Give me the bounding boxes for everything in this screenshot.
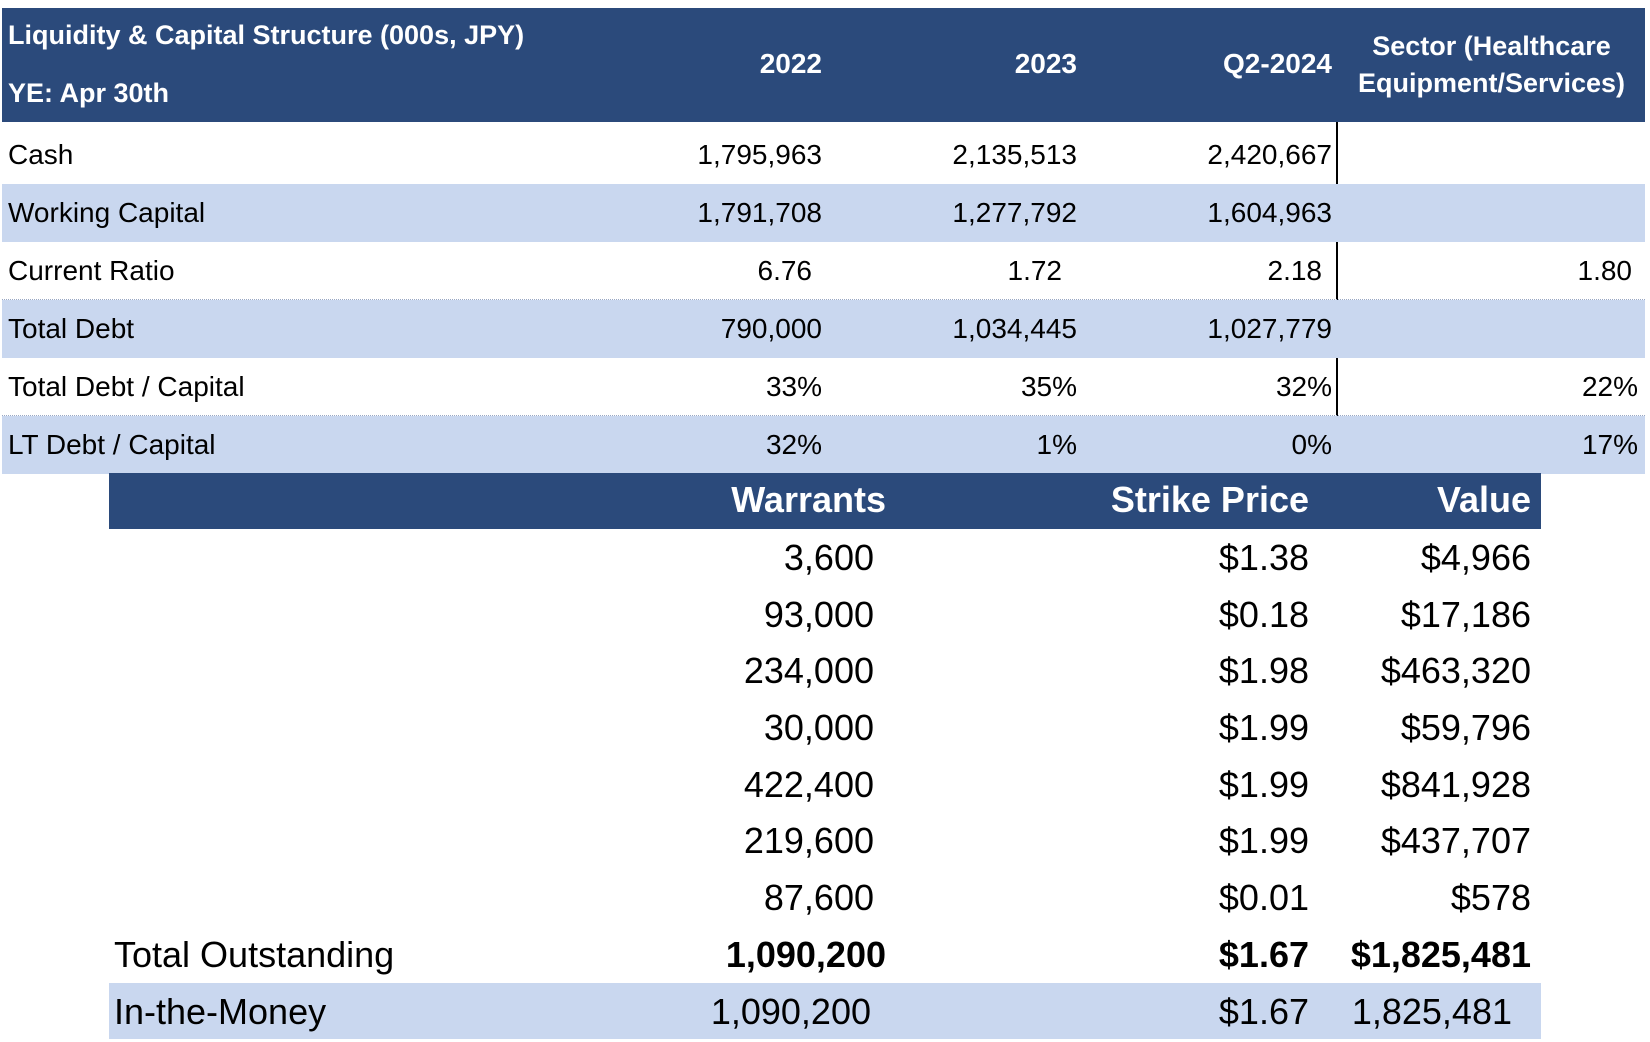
row-label: Current Ratio: [8, 255, 175, 286]
cell-2022: 6.76: [757, 255, 813, 286]
cell-sector: 22%: [1581, 371, 1638, 402]
cell-2023: 1,034,445: [952, 313, 1077, 344]
cell-warrants: 30,000: [763, 707, 874, 749]
cell-q2-2024: 1,604,963: [1207, 197, 1332, 228]
cell-value: $59,796: [1400, 707, 1531, 749]
row-separator: [2, 415, 1645, 416]
table-row: 93,000 $0.18 $17,186: [109, 586, 1541, 643]
row-label: LT Debt / Capital: [8, 429, 216, 460]
row-separator: [2, 299, 1645, 300]
cell-2023: 35%: [1020, 371, 1077, 402]
cell-sector: 17%: [1581, 429, 1638, 460]
cell-q2-2024: 2,420,667: [1207, 139, 1332, 170]
column-header-sector: Sector (Healthcare Equipment/Services): [1338, 28, 1645, 102]
fiscal-year-label: YE: Apr 30th: [8, 78, 170, 108]
liquidity-header: Liquidity & Capital Structure (000s, JPY…: [2, 8, 1645, 126]
cell-strike-price: $0.01: [1218, 877, 1309, 919]
cell-q2-2024: 1,027,779: [1207, 313, 1332, 344]
cell-strike-price: $0.18: [1218, 593, 1309, 635]
cell-warrants: 3,600: [783, 537, 874, 578]
table-row: Current Ratio 6.76 1.72 2.18 1.80: [2, 242, 1645, 300]
cell-2022: 32%: [765, 429, 822, 460]
column-header-q2-2024: Q2-2024: [1223, 48, 1332, 79]
cell-2023: 1,277,792: [952, 197, 1077, 228]
table-row: 422,400 $1.99 $841,928: [109, 756, 1541, 813]
table-row: 234,000 $1.98 $463,320: [109, 642, 1541, 699]
cell-value: $1,825,481: [1350, 933, 1531, 975]
table-row: 87,600 $0.01 $578: [109, 869, 1541, 926]
column-header-strike-price: Strike Price: [1110, 479, 1309, 520]
sector-label-line1: Sector (Healthcare: [1372, 31, 1611, 61]
header-notch: [2, 122, 572, 126]
liquidity-table: Liquidity & Capital Structure (000s, JPY…: [2, 8, 1645, 474]
cell-warrants: 422,400: [743, 763, 874, 805]
row-label: Total Outstanding: [114, 933, 395, 975]
cell-strike-price: $1.98: [1218, 650, 1309, 692]
cell-value: $17,186: [1400, 593, 1531, 635]
cell-strike-price: $1.38: [1218, 537, 1309, 578]
cell-strike-price: $1.67: [1218, 933, 1309, 975]
cell-warrants: 234,000: [743, 650, 874, 692]
row-label: Total Debt / Capital: [8, 371, 245, 402]
table-row: Working Capital 1,791,708 1,277,792 1,60…: [2, 184, 1645, 242]
table-row: Total Debt 790,000 1,034,445 1,027,779: [2, 300, 1645, 358]
row-label: Cash: [8, 139, 74, 170]
warrants-header: Warrants Strike Price Value: [109, 473, 1541, 529]
cell-value: $841,928: [1380, 763, 1531, 805]
cell-2022: 790,000: [720, 313, 822, 344]
row-label: Working Capital: [8, 197, 206, 228]
column-header-2023: 2023: [1014, 48, 1077, 79]
cell-q2-2024: 0%: [1291, 429, 1332, 460]
cell-strike-price: $1.99: [1218, 820, 1309, 862]
sector-label-line2: Equipment/Services): [1357, 68, 1626, 98]
column-header-warrants: Warrants: [731, 479, 886, 520]
warrants-table: Warrants Strike Price Value 3,600 $1.38 …: [109, 473, 1541, 1040]
cell-value: 1,825,481: [1351, 990, 1512, 1032]
cell-2023: 1%: [1036, 429, 1077, 460]
row-label: In-the-Money: [114, 990, 327, 1032]
cell-strike-price: $1.99: [1218, 763, 1309, 805]
table-row: Total Debt / Capital 33% 35% 32% 22%: [2, 358, 1645, 416]
cell-warrants: 93,000: [763, 593, 874, 635]
cell-strike-price: $1.67: [1218, 990, 1309, 1032]
table-row: Cash 1,795,963 2,135,513 2,420,667: [2, 126, 1645, 184]
cell-2023: 2,135,513: [952, 139, 1077, 170]
row-label: Total Debt: [8, 313, 135, 344]
table-row: 30,000 $1.99 $59,796: [109, 699, 1541, 756]
cell-q2-2024: 2.18: [1267, 255, 1323, 286]
cell-q2-2024: 32%: [1275, 371, 1332, 402]
cell-2023: 1.72: [1007, 255, 1063, 286]
column-header-2022: 2022: [759, 48, 822, 79]
cell-value: $578: [1450, 877, 1531, 919]
cell-value: $463,320: [1380, 650, 1531, 692]
cell-value: $437,707: [1380, 820, 1531, 862]
table-row: 219,600 $1.99 $437,707: [109, 812, 1541, 869]
cell-2022: 33%: [765, 371, 822, 402]
cell-strike-price: $1.99: [1218, 707, 1309, 749]
cell-2022: 1,795,963: [697, 139, 822, 170]
cell-warrants: 87,600: [763, 877, 874, 919]
total-outstanding-row: Total Outstanding 1,090,200 $1.67 $1,825…: [109, 926, 1541, 983]
cell-sector: 1.80: [1577, 255, 1633, 286]
column-header-value: Value: [1436, 479, 1531, 520]
cell-2022: 1,791,708: [697, 197, 822, 228]
cell-warrants: 219,600: [743, 820, 874, 862]
liquidity-title: Liquidity & Capital Structure (000s, JPY…: [8, 20, 525, 50]
cell-warrants: 1,090,200: [725, 933, 886, 975]
in-the-money-row: In-the-Money 1,090,200 $1.67 1,825,481: [109, 982, 1541, 1040]
table-row: 3,600 $1.38 $4,966: [109, 529, 1541, 586]
cell-value: $4,966: [1420, 537, 1531, 578]
cell-warrants: 1,090,200: [710, 990, 871, 1032]
table-row: LT Debt / Capital 32% 1% 0% 17%: [2, 416, 1645, 474]
